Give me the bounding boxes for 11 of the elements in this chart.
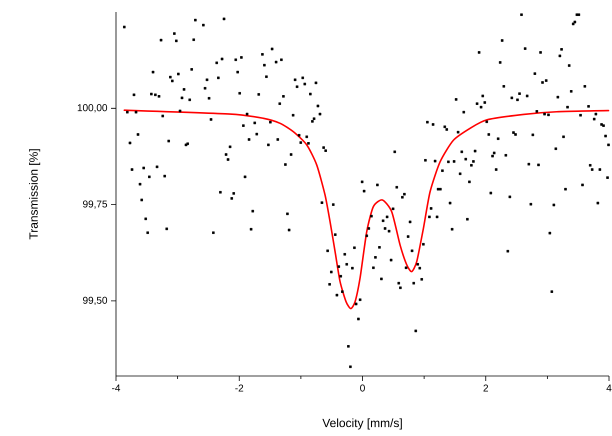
x-tick-label: 2 — [483, 384, 488, 392]
line-series — [124, 109, 610, 310]
y-tick-label: 99,50 — [83, 296, 108, 306]
y-axis-title: Transmission [%] — [29, 149, 40, 240]
y-tick-label: 100,00 — [78, 104, 108, 112]
x-tick-label: -4 — [112, 384, 120, 392]
x-tick-label: 4 — [606, 384, 612, 392]
x-tick-label: -2 — [235, 384, 244, 392]
y-tick-label: 99,75 — [83, 200, 108, 209]
x-tick-label: 0 — [360, 384, 365, 392]
x-axis-title: Velocity [mm/s] — [322, 418, 402, 430]
